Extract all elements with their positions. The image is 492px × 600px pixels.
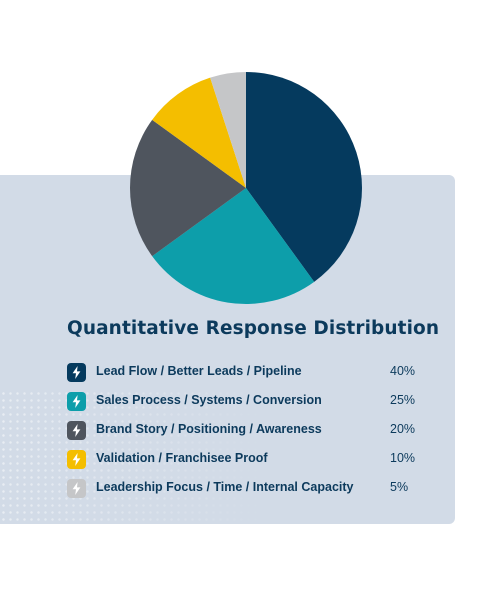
legend-item: Validation / Franchisee Proof 10% (67, 447, 427, 476)
legend-label: Validation / Franchisee Proof (96, 451, 268, 465)
lightning-bolt-icon (72, 395, 81, 408)
legend-value: 5% (390, 480, 409, 494)
pie-slice-1 (246, 72, 363, 282)
legend-item: Brand Story / Positioning / Awareness 20% (67, 418, 427, 447)
legend-swatch (67, 450, 86, 469)
legend-label: Lead Flow / Better Leads / Pipeline (96, 364, 302, 378)
legend-swatch (67, 392, 86, 411)
legend-value: 40% (390, 364, 416, 378)
chart-title: Quantitative Response Distribution (67, 318, 440, 339)
lightning-bolt-icon (72, 453, 81, 466)
legend-label: Sales Process / Systems / Conversion (96, 393, 322, 407)
legend-swatch (67, 479, 86, 498)
legend-value: 20% (390, 422, 416, 436)
lightning-bolt-icon (72, 366, 81, 379)
legend-label: Brand Story / Positioning / Awareness (96, 422, 322, 436)
legend-value: 25% (390, 393, 416, 407)
dot-pattern (0, 390, 270, 524)
legend-swatch (67, 421, 86, 440)
pie-slice-5 (210, 72, 246, 188)
legend-label: Leadership Focus / Time / Internal Capac… (96, 480, 354, 494)
legend-item: Lead Flow / Better Leads / Pipeline 40% (67, 360, 427, 389)
legend-item: Leadership Focus / Time / Internal Capac… (67, 476, 427, 505)
lightning-bolt-icon (72, 482, 81, 495)
lightning-bolt-icon (72, 424, 81, 437)
legend-item: Sales Process / Systems / Conversion 25% (67, 389, 427, 418)
pie-slice-4 (152, 77, 246, 188)
legend-value: 10% (390, 451, 416, 465)
pie-slice-3 (129, 119, 246, 257)
legend: Lead Flow / Better Leads / Pipeline 40% Sa… (67, 360, 427, 505)
legend-swatch (67, 363, 86, 382)
pie-slice-2 (152, 188, 315, 305)
pie-chart (129, 72, 363, 305)
